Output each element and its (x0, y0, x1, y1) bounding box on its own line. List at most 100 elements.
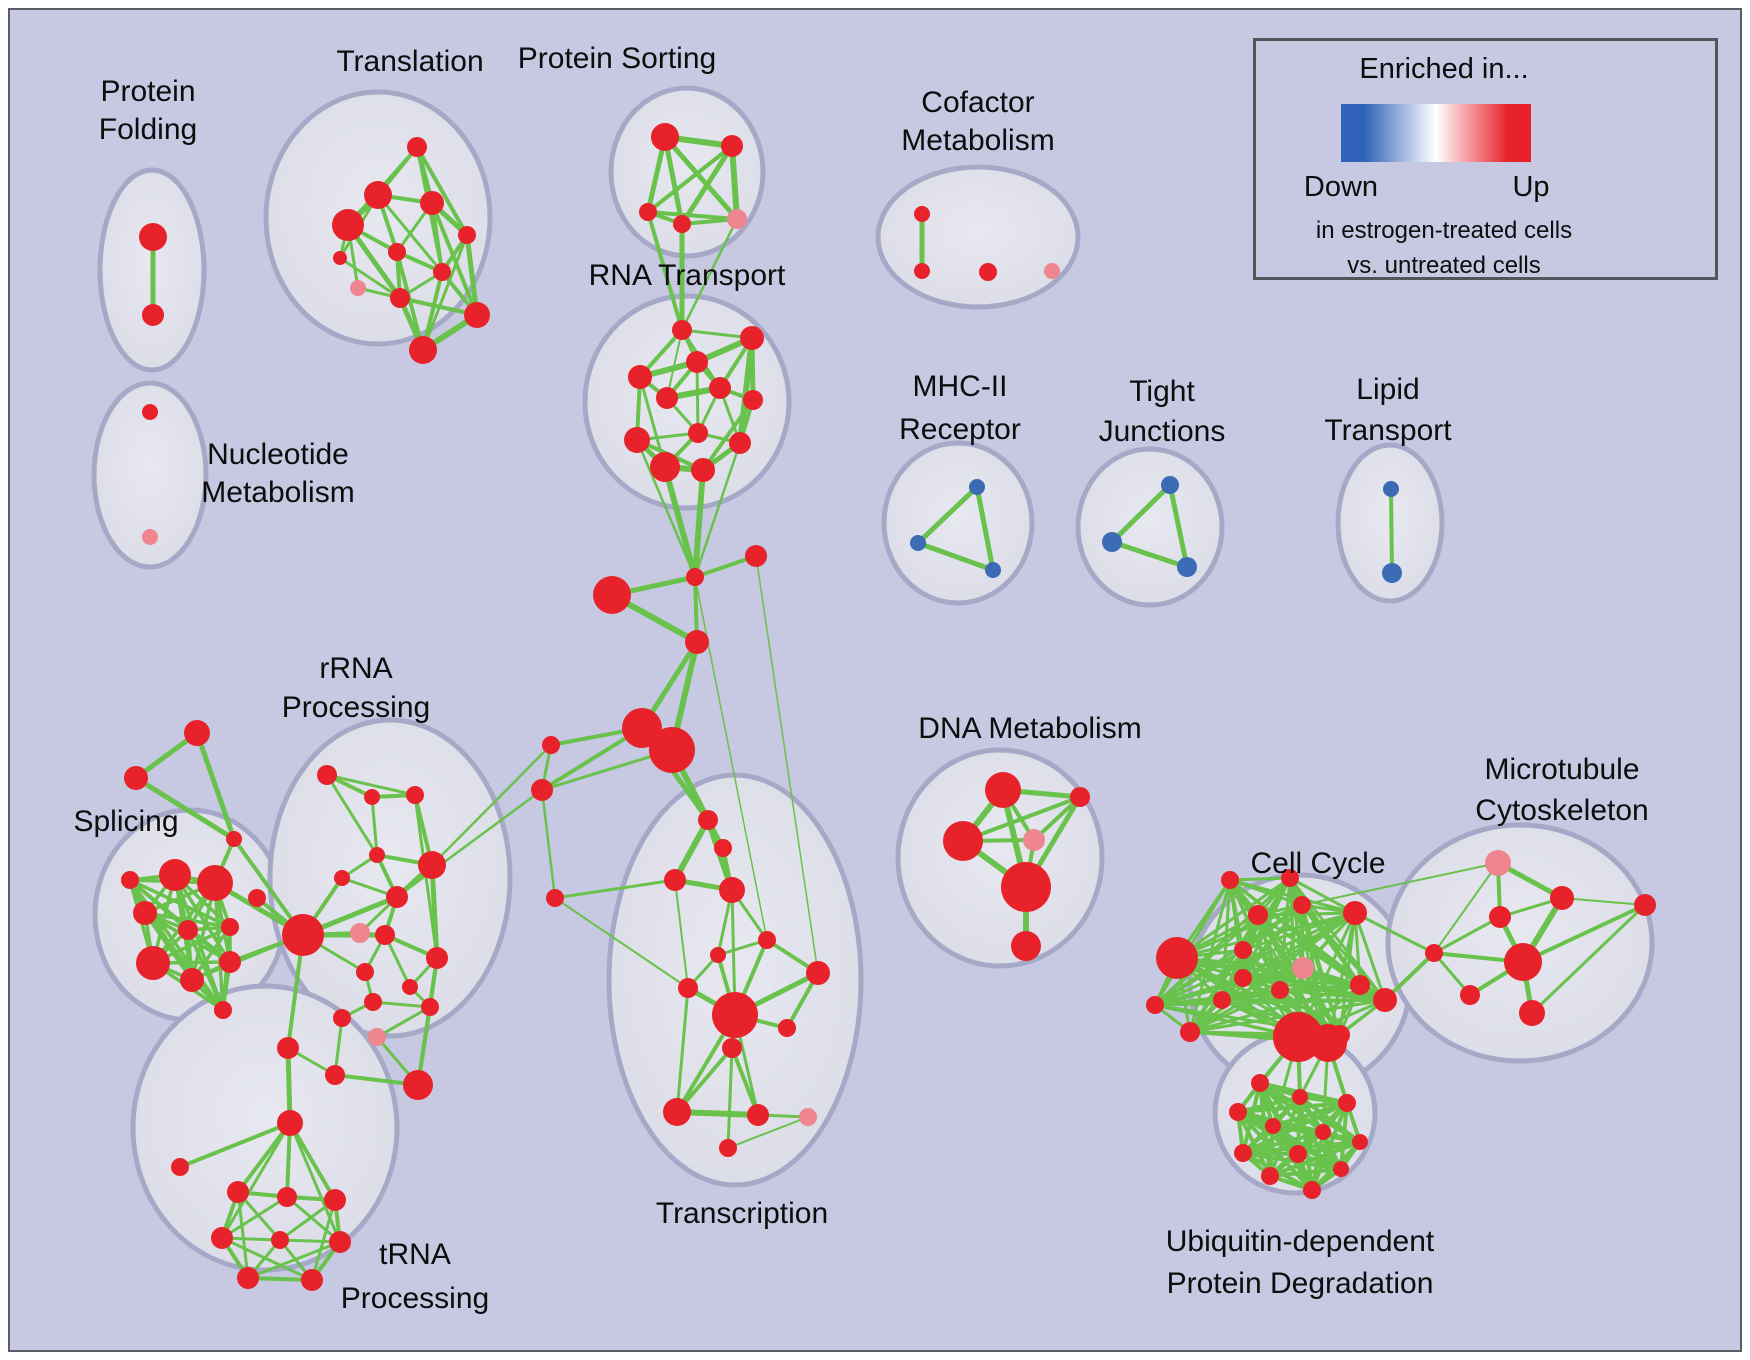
gene-set-node-trna-processing[interactable] (237, 1267, 259, 1289)
gene-set-node-trna-processing[interactable] (324, 1189, 346, 1211)
gene-set-node-cell-cycle[interactable] (1234, 941, 1252, 959)
gene-set-node-protein-sorting[interactable] (727, 209, 747, 229)
gene-set-node-cell-cycle[interactable] (1309, 1024, 1347, 1062)
gene-set-node-translation[interactable] (433, 263, 451, 281)
gene-set-node-center-connectors[interactable] (593, 576, 631, 614)
gene-set-node-transcription[interactable] (710, 947, 726, 963)
gene-set-node-cell-cycle[interactable] (1213, 991, 1231, 1009)
gene-set-node-trna-processing[interactable] (277, 1187, 297, 1207)
gene-set-node-rrna-processing[interactable] (282, 914, 324, 956)
gene-set-node-rna-transport[interactable] (740, 326, 764, 350)
gene-set-node-protein-sorting[interactable] (639, 203, 657, 221)
gene-set-node-cell-cycle[interactable] (1146, 996, 1164, 1014)
gene-set-node-cell-cycle[interactable] (1350, 975, 1370, 995)
gene-set-node-trna-processing[interactable] (211, 1227, 233, 1249)
gene-set-node-cofactor-metabolism[interactable] (914, 263, 930, 279)
gene-set-node-splicing[interactable] (159, 859, 191, 891)
gene-set-node-center-connectors[interactable] (745, 545, 767, 567)
gene-set-node-center-connectors[interactable] (686, 568, 704, 586)
gene-set-node-dna-metabolism[interactable] (943, 821, 983, 861)
gene-set-node-ubiquitin-degradation[interactable] (1333, 1161, 1349, 1177)
gene-set-node-ubiquitin-degradation[interactable] (1289, 1145, 1307, 1163)
gene-set-node-cofactor-metabolism[interactable] (914, 206, 930, 222)
gene-set-node-center-connectors[interactable] (546, 889, 564, 907)
gene-set-node-transcription[interactable] (664, 869, 686, 891)
gene-set-node-rna-transport[interactable] (624, 427, 650, 453)
gene-set-node-rrna-processing[interactable] (375, 925, 395, 945)
gene-set-node-rrna-processing[interactable] (333, 1009, 351, 1027)
gene-set-node-cell-cycle[interactable] (1292, 957, 1314, 979)
gene-set-node-dna-metabolism[interactable] (1011, 931, 1041, 961)
gene-set-node-rna-transport[interactable] (656, 387, 678, 409)
gene-set-node-cell-cycle[interactable] (1271, 981, 1289, 999)
gene-set-node-translation[interactable] (390, 288, 410, 308)
gene-set-node-ubiquitin-degradation[interactable] (1352, 1134, 1368, 1150)
gene-set-node-ubiquitin-degradation[interactable] (1303, 1181, 1321, 1199)
gene-set-node-translation[interactable] (420, 191, 444, 215)
gene-set-node-protein-sorting[interactable] (673, 215, 691, 233)
gene-set-node-cell-cycle[interactable] (1248, 905, 1268, 925)
gene-set-node-microtubule-cytoskeleton[interactable] (1550, 886, 1574, 910)
gene-set-node-ubiquitin-degradation[interactable] (1338, 1094, 1356, 1112)
gene-set-node-center-connectors[interactable] (542, 736, 560, 754)
gene-set-node-splicing[interactable] (214, 1001, 232, 1019)
gene-set-node-rrna-processing[interactable] (386, 886, 408, 908)
gene-set-node-cell-cycle[interactable] (1281, 869, 1299, 887)
gene-set-node-transcription[interactable] (799, 1108, 817, 1126)
gene-set-node-cell-cycle[interactable] (1343, 901, 1367, 925)
gene-set-node-trna-processing[interactable] (227, 1181, 249, 1203)
gene-set-node-microtubule-cytoskeleton[interactable] (1425, 944, 1443, 962)
gene-set-node-lipid-transport[interactable] (1383, 481, 1399, 497)
gene-set-node-rrna-processing[interactable] (277, 1037, 299, 1059)
gene-set-node-trna-processing[interactable] (171, 1158, 189, 1176)
gene-set-node-rna-transport[interactable] (709, 377, 731, 399)
gene-set-node-translation[interactable] (364, 181, 392, 209)
gene-set-node-rrna-processing[interactable] (368, 1028, 386, 1046)
gene-set-node-dna-metabolism[interactable] (1001, 862, 1051, 912)
gene-set-node-rrna-processing[interactable] (402, 979, 418, 995)
gene-set-node-transcription[interactable] (747, 1104, 769, 1126)
gene-set-node-ubiquitin-degradation[interactable] (1261, 1167, 1279, 1185)
gene-set-node-rna-transport[interactable] (688, 423, 708, 443)
gene-set-node-cell-cycle[interactable] (1373, 988, 1397, 1012)
gene-set-node-splicing[interactable] (219, 951, 241, 973)
gene-set-node-protein-folding[interactable] (142, 304, 164, 326)
gene-set-node-rna-transport[interactable] (743, 390, 763, 410)
gene-set-node-rna-transport[interactable] (729, 432, 751, 454)
gene-set-node-microtubule-cytoskeleton[interactable] (1489, 906, 1511, 928)
gene-set-node-rrna-processing[interactable] (369, 847, 385, 863)
gene-set-node-rrna-processing[interactable] (364, 993, 382, 1011)
gene-set-node-cell-cycle[interactable] (1293, 896, 1311, 914)
gene-set-node-rrna-processing[interactable] (334, 870, 350, 886)
gene-set-node-rrna-processing[interactable] (418, 851, 446, 879)
gene-set-node-mhc-ii-receptor[interactable] (910, 535, 926, 551)
gene-set-node-rrna-processing[interactable] (421, 998, 439, 1016)
gene-set-node-ubiquitin-degradation[interactable] (1251, 1074, 1269, 1092)
gene-set-node-nucleotide-metabolism[interactable] (142, 529, 158, 545)
gene-set-node-translation[interactable] (458, 226, 476, 244)
gene-set-node-transcription[interactable] (719, 877, 745, 903)
gene-set-node-microtubule-cytoskeleton[interactable] (1460, 985, 1480, 1005)
gene-set-node-nucleotide-metabolism[interactable] (142, 404, 158, 420)
gene-set-node-transcription[interactable] (698, 810, 718, 830)
gene-set-node-center-connectors[interactable] (531, 779, 553, 801)
gene-set-node-protein-sorting[interactable] (721, 135, 743, 157)
gene-set-node-transcription[interactable] (722, 1038, 742, 1058)
gene-set-node-rrna-processing[interactable] (325, 1065, 345, 1085)
gene-set-node-transcription[interactable] (678, 978, 698, 998)
gene-set-node-center-connectors[interactable] (685, 630, 709, 654)
gene-set-node-translation[interactable] (407, 137, 427, 157)
gene-set-node-transcription[interactable] (714, 839, 732, 857)
gene-set-node-rrna-processing[interactable] (356, 963, 374, 981)
gene-set-node-splicing-triangle[interactable] (124, 766, 148, 790)
gene-set-node-translation[interactable] (332, 209, 364, 241)
gene-set-node-rrna-processing[interactable] (317, 765, 337, 785)
gene-set-node-trna-processing[interactable] (329, 1231, 351, 1253)
gene-set-node-tight-junctions[interactable] (1161, 476, 1179, 494)
gene-set-node-rrna-processing[interactable] (350, 923, 370, 943)
gene-set-node-splicing[interactable] (178, 920, 198, 940)
gene-set-node-cell-cycle[interactable] (1156, 937, 1198, 979)
gene-set-node-rrna-processing[interactable] (248, 889, 266, 907)
gene-set-node-rna-transport[interactable] (691, 458, 715, 482)
gene-set-node-translation[interactable] (409, 336, 437, 364)
